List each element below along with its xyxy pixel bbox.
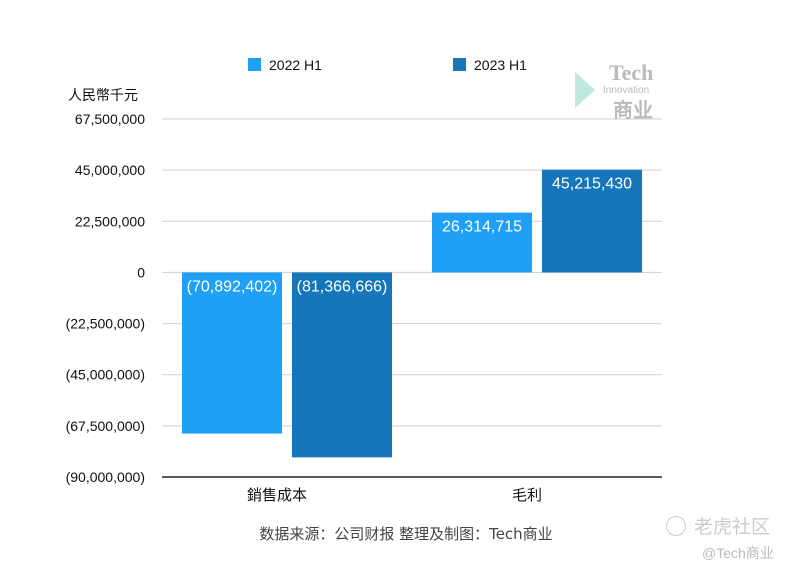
y-tick-label: (22,500,000) <box>66 316 145 332</box>
y-tick-label: 45,000,000 <box>75 162 145 178</box>
data-label: (81,366,666) <box>297 278 388 295</box>
logo-cn-text: 商业 <box>613 98 653 122</box>
data-label: 45,215,430 <box>552 176 632 193</box>
logo-chevron-icon <box>575 72 595 108</box>
bar <box>182 272 282 434</box>
x-tick-label: 銷售成本 <box>247 486 307 504</box>
y-tick-label: (45,000,000) <box>66 367 145 383</box>
y-axis-label: 人民幣千元 <box>68 88 138 104</box>
site-watermark: 老虎社区 <box>666 512 770 539</box>
legend-label: 2022 H1 <box>269 57 322 73</box>
y-tick-label: 22,500,000 <box>75 213 145 229</box>
y-tick-label: (67,500,000) <box>66 418 145 434</box>
legend-swatch <box>453 58 466 71</box>
site-name: 老虎社区 <box>694 517 771 538</box>
tiger-logo-icon <box>666 516 686 536</box>
y-tick-label: 67,500,000 <box>75 111 145 127</box>
source-caption: 数据来源：公司财报 整理及制图：Tech商业 <box>259 525 552 543</box>
bar <box>542 169 642 273</box>
legend-swatch <box>248 58 261 71</box>
logo-text: Tech <box>609 60 654 85</box>
y-tick-label: 0 <box>137 264 145 280</box>
author-handle: @Tech商业 <box>702 545 774 561</box>
data-label: 26,314,715 <box>442 219 522 236</box>
bar <box>432 212 532 273</box>
y-tick-label: (90,000,000) <box>66 469 145 485</box>
x-tick-label: 毛利 <box>512 486 542 504</box>
legend-label: 2023 H1 <box>474 57 527 73</box>
tech-logo-watermark: Tech Innovation 商业 <box>575 60 665 122</box>
data-label: (70,892,402) <box>187 278 278 295</box>
bar <box>292 272 392 458</box>
logo-subtext: Innovation <box>603 85 650 96</box>
